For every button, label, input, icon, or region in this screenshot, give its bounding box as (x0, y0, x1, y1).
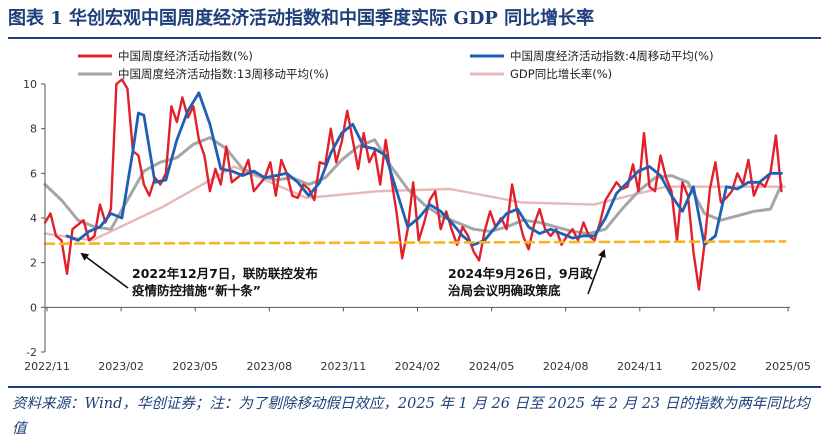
y-tick-label: -2 (26, 346, 37, 359)
source-note: 资料来源：Wind，华创证券；注：为了剔除移动假日效应，2025 年 1 月 2… (12, 396, 810, 437)
y-tick-label: 10 (23, 78, 37, 91)
y-tick-label: 4 (30, 212, 37, 225)
x-tick-label: 2023/02 (98, 360, 144, 373)
annotation-text: 2022年12月7日，联防联控发布 (132, 266, 318, 281)
x-tick-label: 2023/11 (321, 360, 367, 373)
annotation-text: 治局会议明确政策底 (448, 283, 561, 298)
annotation-arrow (587, 249, 606, 295)
x-tick-label: 2024/08 (543, 360, 589, 373)
legend-label-ma4: 中国周度经济活动指数:4周移动平均(%) (510, 49, 714, 63)
legend-label-ma13: 中国周度经济活动指数:13周移动平均(%) (118, 67, 329, 81)
axes: -2 0 2 4 6 8 10 2022/11 2023/02 2023/05 2023/08 202… (23, 78, 811, 373)
footer-divider (8, 386, 821, 388)
y-tick-label: 6 (30, 167, 37, 180)
annotation-text: 疫情防控措施“新十条” (132, 283, 261, 298)
legend: 中国周度经济活动指数(%) 中国周度经济活动指数:4周移动平均(%) 中国周度经济活… (78, 49, 714, 81)
x-tick-label: 2024/05 (469, 360, 515, 373)
y-tick-label: 0 (30, 301, 37, 314)
series-line-reference (43, 240, 787, 245)
line-chart: 中国周度经济活动指数(%) 中国周度经济活动指数:4周移动平均(%) 中国周度经济活… (23, 49, 811, 373)
x-tick-label: 2023/08 (246, 360, 292, 373)
series-line-weekly (43, 78, 783, 291)
series-line-ma4 (65, 91, 783, 247)
legend-label-gdp: GDP同比增长率(%) (510, 67, 612, 81)
x-tick-label: 2022/11 (24, 360, 70, 373)
title-divider (8, 37, 821, 39)
y-tick-label: 2 (30, 257, 37, 270)
legend-label-weekly: 中国周度经济活动指数(%) (118, 49, 253, 63)
series-line-ma13 (43, 136, 783, 236)
annotation-arrow (80, 252, 129, 289)
x-tick-label: 2025/02 (691, 360, 737, 373)
x-tick-label: 2025/05 (765, 360, 811, 373)
chart-title: 图表 1 华创宏观中国周度经济活动指数和中国季度实际 GDP 同比增长率 (8, 8, 595, 29)
annotation-text: 2024年9月26日，9月政 (448, 266, 593, 281)
x-tick-label: 2023/05 (172, 360, 218, 373)
x-tick-label: 2024/11 (617, 360, 663, 373)
y-tick-label: 8 (30, 123, 37, 136)
plot-area (43, 78, 787, 291)
x-tick-label: 2024/02 (395, 360, 441, 373)
